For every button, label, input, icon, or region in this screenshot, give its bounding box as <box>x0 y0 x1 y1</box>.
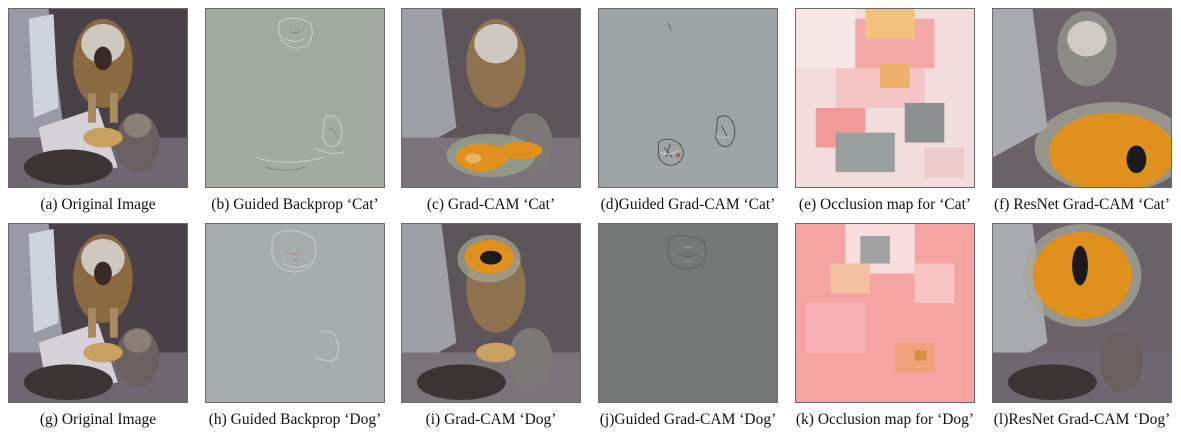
occlusion-map-dog <box>795 223 975 403</box>
caption-f: (f) ResNet Grad-CAM ‘Cat’ <box>993 196 1171 213</box>
gradcam-dog <box>401 223 581 403</box>
caption-h: (h) Guided Backprop ‘Dog’ <box>208 411 382 428</box>
caption-e: (e) Occlusion map for ‘Cat’ <box>798 196 972 213</box>
occlusion-map-cat <box>795 8 975 188</box>
caption-l: (l)ResNet Grad-CAM ‘Dog’ <box>993 411 1171 428</box>
caption-c: (c) Grad-CAM ‘Cat’ <box>426 196 556 213</box>
guided-gradcam-dog <box>598 223 778 403</box>
caption-g: (g) Original Image <box>39 411 157 428</box>
guided-backprop-dog <box>205 223 385 403</box>
gradcam-cat <box>401 8 581 188</box>
caption-k: (k) Occlusion map for ‘Dog’ <box>795 411 975 428</box>
guided-backprop-cat <box>205 8 385 188</box>
caption-j: (j)Guided Grad-CAM ‘Dog’ <box>599 411 777 428</box>
caption-i: (i) Grad-CAM ‘Dog’ <box>425 411 557 428</box>
guided-gradcam-cat <box>598 8 778 188</box>
caption-a: (a) Original Image <box>40 196 156 213</box>
resnet-gradcam-cat <box>992 8 1172 188</box>
resnet-gradcam-dog <box>992 223 1172 403</box>
caption-b: (b) Guided Backprop ‘Cat’ <box>211 196 379 213</box>
original-image-dog <box>8 223 188 403</box>
original-image-cat <box>8 8 188 188</box>
caption-d: (d)Guided Grad-CAM ‘Cat’ <box>600 196 776 213</box>
